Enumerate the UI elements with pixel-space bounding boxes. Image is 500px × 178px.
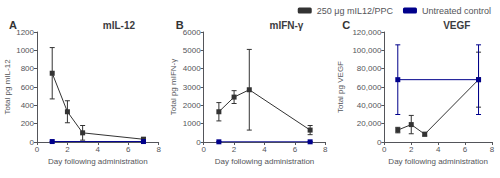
svg-text:6: 6 <box>463 145 468 154</box>
svg-text:60,000: 60,000 <box>357 83 382 92</box>
svg-text:2000: 2000 <box>183 101 201 110</box>
svg-text:1000: 1000 <box>16 46 34 55</box>
svg-text:20,000: 20,000 <box>357 119 382 128</box>
svg-text:VEGF: VEGF <box>443 20 470 31</box>
svg-text:Day following administration: Day following administration <box>48 157 148 166</box>
svg-text:0: 0 <box>376 137 382 147</box>
svg-text:2: 2 <box>409 145 414 154</box>
svg-text:600: 600 <box>21 83 35 92</box>
svg-text:5000: 5000 <box>183 46 201 55</box>
svg-text:800: 800 <box>21 64 35 73</box>
svg-text:4: 4 <box>96 145 101 154</box>
svg-text:A: A <box>9 19 17 31</box>
svg-text:6: 6 <box>126 145 131 154</box>
svg-text:Day following administration: Day following administration <box>215 157 315 166</box>
svg-text:2: 2 <box>232 145 237 154</box>
svg-text:0: 0 <box>201 145 206 154</box>
svg-text:6000: 6000 <box>183 28 201 37</box>
svg-text:100,000: 100,000 <box>352 46 381 55</box>
svg-text:0: 0 <box>29 137 34 147</box>
svg-text:1000: 1000 <box>183 119 201 128</box>
svg-text:8: 8 <box>156 145 161 154</box>
svg-text:4: 4 <box>436 145 441 154</box>
svg-text:8: 8 <box>323 145 328 154</box>
svg-text:4: 4 <box>262 145 267 154</box>
svg-text:4000: 4000 <box>183 64 201 73</box>
svg-text:120,000: 120,000 <box>352 28 381 37</box>
svg-text:Day following administration: Day following administration <box>388 157 488 166</box>
svg-text:80,000: 80,000 <box>357 64 382 73</box>
svg-text:Total pg mIL-12: Total pg mIL-12 <box>3 59 12 115</box>
svg-text:3000: 3000 <box>183 83 201 92</box>
svg-text:mIL-12: mIL-12 <box>103 20 136 31</box>
svg-text:Total pg VEGF: Total pg VEGF <box>336 61 345 113</box>
svg-text:8: 8 <box>490 145 495 154</box>
svg-text:200: 200 <box>21 119 35 128</box>
svg-text:0: 0 <box>382 145 387 154</box>
svg-text:6: 6 <box>293 145 298 154</box>
svg-text:40,000: 40,000 <box>357 101 382 110</box>
svg-text:1200: 1200 <box>16 28 34 37</box>
svg-text:B: B <box>176 19 184 31</box>
svg-text:Total pg mIFN-γ: Total pg mIFN-γ <box>169 59 178 115</box>
svg-text:0: 0 <box>35 145 40 154</box>
svg-text:C: C <box>342 19 350 31</box>
svg-text:250 μg mIL12/PPC: 250 μg mIL12/PPC <box>317 6 394 16</box>
svg-text:2: 2 <box>65 145 70 154</box>
svg-text:Untreated control: Untreated control <box>422 6 491 16</box>
svg-text:400: 400 <box>21 101 35 110</box>
svg-text:0: 0 <box>196 137 201 147</box>
svg-text:mIFN-γ: mIFN-γ <box>270 20 304 31</box>
